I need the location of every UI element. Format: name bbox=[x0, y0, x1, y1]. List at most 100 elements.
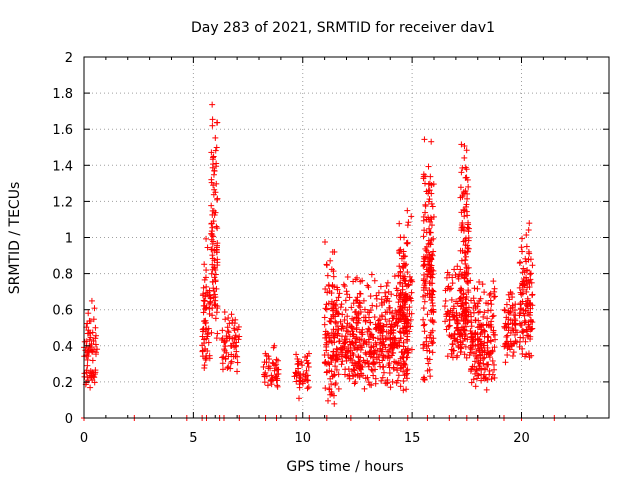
data-point bbox=[380, 352, 387, 359]
data-point bbox=[366, 326, 373, 333]
data-point bbox=[274, 357, 281, 364]
data-point bbox=[529, 262, 536, 269]
data-point bbox=[342, 339, 349, 346]
data-point bbox=[457, 266, 464, 273]
data-point bbox=[519, 248, 526, 255]
data-point bbox=[444, 353, 451, 360]
data-point bbox=[404, 370, 411, 377]
data-point bbox=[519, 328, 526, 335]
data-point bbox=[365, 325, 372, 332]
data-point bbox=[203, 283, 210, 290]
data-point bbox=[209, 312, 216, 319]
data-point bbox=[403, 240, 410, 247]
y-tick-label: 1.2 bbox=[52, 195, 73, 210]
data-point bbox=[406, 304, 413, 311]
data-point bbox=[219, 360, 226, 367]
data-point bbox=[471, 285, 478, 292]
data-point bbox=[454, 352, 461, 359]
data-point bbox=[369, 360, 376, 367]
data-point bbox=[212, 266, 219, 273]
data-point bbox=[363, 351, 370, 358]
data-point bbox=[210, 182, 217, 189]
data-point bbox=[367, 353, 374, 360]
data-point bbox=[210, 171, 217, 178]
data-point bbox=[522, 319, 529, 326]
data-point bbox=[454, 327, 461, 334]
data-point bbox=[211, 212, 218, 219]
data-point bbox=[428, 190, 435, 197]
data-point bbox=[355, 354, 362, 361]
data-point bbox=[344, 291, 351, 298]
data-point bbox=[210, 238, 217, 245]
data-point bbox=[92, 367, 99, 374]
data-point bbox=[327, 375, 334, 382]
data-point bbox=[339, 345, 346, 352]
data-point bbox=[364, 282, 371, 289]
y-axis-ticks: 0 0.2 0.4 0.6 0.8 1 1.2 1.4 1.6 1.8 2 bbox=[52, 51, 609, 427]
data-point bbox=[425, 342, 432, 349]
data-point bbox=[347, 355, 354, 362]
data-point bbox=[503, 301, 510, 308]
data-point bbox=[364, 309, 371, 316]
data-point bbox=[483, 300, 490, 307]
data-point bbox=[475, 359, 482, 366]
data-point bbox=[470, 305, 477, 312]
data-point bbox=[380, 322, 387, 329]
y-tick-label: 1.4 bbox=[52, 159, 73, 174]
data-point bbox=[229, 319, 236, 326]
data-point bbox=[399, 273, 406, 280]
data-point bbox=[209, 232, 216, 239]
data-point bbox=[467, 345, 474, 352]
data-point bbox=[481, 309, 488, 316]
data-point bbox=[421, 328, 428, 335]
data-point bbox=[332, 363, 339, 370]
data-point bbox=[341, 336, 348, 343]
data-point bbox=[448, 285, 455, 292]
data-point bbox=[471, 330, 478, 337]
data-point bbox=[460, 238, 467, 245]
data-point bbox=[481, 289, 488, 296]
data-point bbox=[273, 361, 280, 368]
data-point bbox=[396, 263, 403, 270]
data-point bbox=[420, 217, 427, 224]
data-point bbox=[331, 400, 338, 407]
data-point bbox=[367, 319, 374, 326]
data-point bbox=[334, 310, 341, 317]
data-point bbox=[426, 258, 433, 265]
data-point bbox=[322, 360, 329, 367]
data-point bbox=[430, 235, 437, 242]
data-point bbox=[83, 367, 90, 374]
data-point bbox=[523, 243, 530, 250]
data-point bbox=[427, 173, 434, 180]
data-point bbox=[505, 324, 512, 331]
data-point bbox=[429, 287, 436, 294]
data-point bbox=[324, 289, 331, 296]
data-point bbox=[449, 311, 456, 318]
data-point bbox=[481, 327, 488, 334]
data-point bbox=[501, 323, 508, 330]
data-point bbox=[512, 301, 519, 308]
data-point bbox=[469, 363, 476, 370]
data-point bbox=[333, 326, 340, 333]
data-point bbox=[224, 335, 231, 342]
data-point bbox=[262, 350, 269, 357]
data-point bbox=[341, 316, 348, 323]
data-point bbox=[231, 325, 238, 332]
data-point bbox=[470, 295, 477, 302]
data-point bbox=[461, 351, 468, 358]
data-point bbox=[517, 259, 524, 266]
data-point bbox=[225, 329, 232, 336]
data-point bbox=[333, 345, 340, 352]
data-point bbox=[457, 287, 464, 294]
data-point bbox=[428, 182, 435, 189]
data-point bbox=[397, 335, 404, 342]
data-point bbox=[295, 370, 302, 377]
data-point bbox=[304, 360, 311, 367]
grid-lines bbox=[84, 57, 609, 418]
data-point bbox=[322, 334, 329, 341]
data-point bbox=[397, 329, 404, 336]
data-point bbox=[344, 273, 351, 280]
data-point bbox=[87, 384, 94, 391]
data-point bbox=[444, 310, 451, 317]
